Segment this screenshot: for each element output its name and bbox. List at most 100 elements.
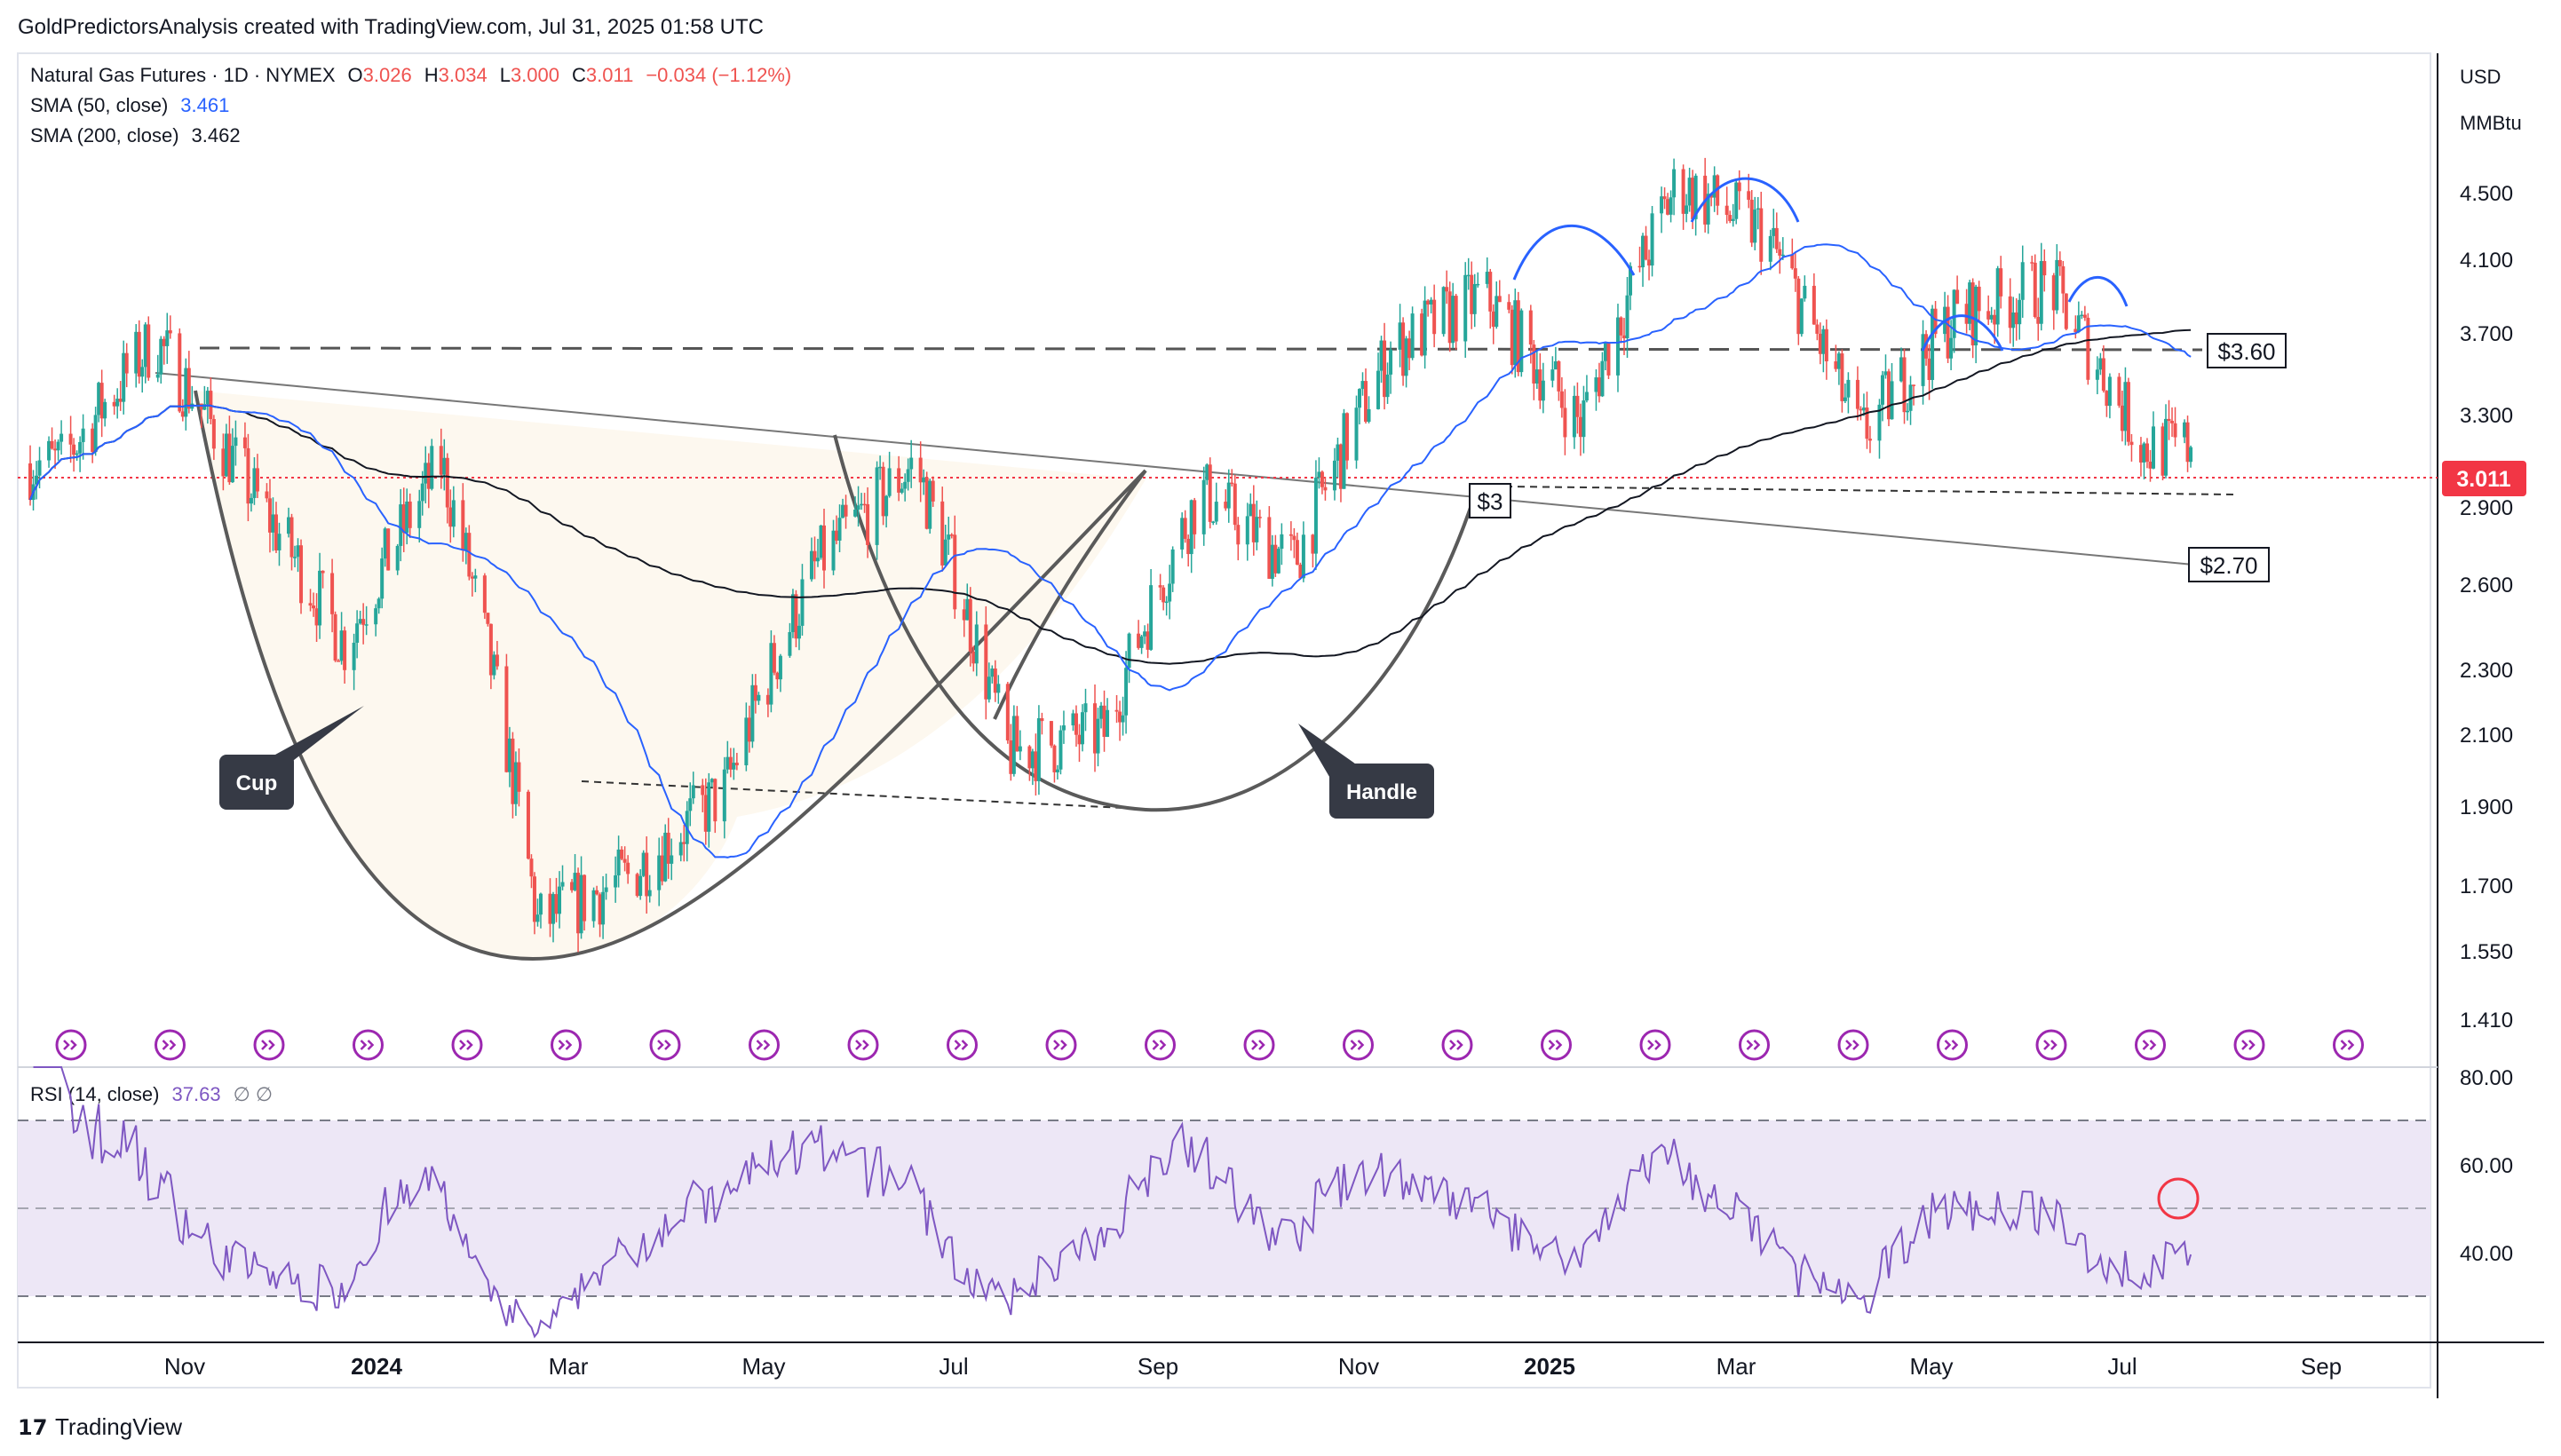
candle-body	[529, 859, 534, 877]
candle-body	[1495, 296, 1499, 328]
candle-body	[461, 500, 465, 551]
candle-body	[1597, 377, 1601, 397]
candle-body	[405, 501, 409, 534]
candle-body	[246, 447, 250, 504]
candle-body	[277, 534, 281, 550]
candle-body	[725, 756, 730, 770]
candle-body	[91, 428, 95, 453]
candle-body	[211, 418, 216, 449]
candle-body	[822, 525, 827, 571]
candle-body	[875, 467, 879, 545]
brand-text: TradingView	[55, 1413, 182, 1440]
candle-body	[2042, 261, 2047, 276]
candle-body	[1338, 444, 1343, 489]
candle-body	[1058, 730, 1063, 770]
candle-body	[614, 875, 618, 888]
candle-body	[1737, 182, 1741, 192]
candle-body	[638, 875, 643, 897]
candle-body	[884, 495, 889, 517]
candle-body	[1230, 482, 1234, 485]
candle-body	[2105, 391, 2109, 407]
event-marker-icon	[1739, 1029, 1770, 1061]
candle-body	[691, 785, 695, 799]
candle-body	[1716, 175, 1720, 206]
candle-body	[504, 666, 509, 772]
candle-body	[1407, 338, 1412, 359]
candle-body	[1034, 751, 1038, 781]
candle-body	[860, 503, 864, 506]
candle-body	[1317, 471, 1321, 478]
event-marker-icon	[2035, 1029, 2067, 1061]
candle-body	[1964, 304, 1969, 324]
candle-body	[1902, 357, 1907, 413]
candle-body	[1208, 464, 1212, 522]
event-marker-icon	[55, 1029, 87, 1061]
neckline-trend	[155, 372, 2194, 566]
candle-body	[1149, 585, 1154, 650]
candle-body	[1488, 272, 1493, 312]
candle-body	[401, 504, 406, 534]
candle-body	[488, 623, 493, 676]
candle-body	[1143, 631, 1147, 637]
price-tick: 1.550	[2460, 940, 2513, 964]
candle-body	[831, 530, 836, 571]
candle-body	[647, 890, 652, 897]
candle-body	[1615, 317, 1620, 376]
candle-body	[1226, 482, 1231, 509]
candle-body	[408, 501, 412, 528]
candle-body	[202, 404, 207, 410]
candle-body	[813, 550, 817, 562]
candle-body	[1336, 444, 1340, 461]
candle-body	[1541, 380, 1545, 401]
candle-body	[757, 694, 761, 701]
sma50-line	[29, 243, 2192, 859]
candle-body	[657, 855, 662, 890]
candle-body	[1931, 308, 1935, 380]
event-marker-icon	[749, 1029, 780, 1061]
candle-body	[28, 463, 33, 501]
candle-body	[728, 756, 733, 770]
candle-body	[1575, 395, 1580, 417]
candle-body	[495, 654, 499, 667]
candle-body	[678, 842, 683, 856]
time-label: Nov	[1338, 1353, 1379, 1380]
candle-body	[1106, 709, 1110, 737]
candle-body	[1647, 259, 1652, 266]
candle-body	[439, 446, 443, 475]
legend: Natural Gas Futures · 1D · NYMEX O3.026 H3…	[30, 64, 791, 1105]
svg-text:SMA (50, close)3.461: SMA (50, close) 3.461	[30, 94, 229, 116]
level-label-360: $3.60	[2207, 333, 2287, 368]
candle-body	[663, 832, 668, 882]
candle-body	[1036, 718, 1041, 781]
candle-body	[797, 625, 801, 639]
candle-body	[473, 575, 478, 579]
time-label: Mar	[549, 1353, 589, 1380]
candle-body	[180, 411, 185, 417]
handle-arc-left	[993, 469, 1147, 720]
candle-body	[579, 874, 583, 934]
event-marker-icon	[1639, 1029, 1671, 1061]
candle-body	[2020, 262, 2025, 300]
candle-body	[1249, 503, 1253, 517]
candle-body	[1995, 268, 2000, 325]
candle-body	[2164, 418, 2169, 476]
candle-body	[47, 440, 52, 461]
candle-body	[722, 769, 726, 822]
candle-body	[1861, 408, 1866, 411]
candle-body	[53, 448, 58, 451]
svg-text:RSI (14, close)37.63∅ ∅: RSI (14, close) 37.63 ∅ ∅	[30, 1083, 273, 1105]
event-arrow-icon	[1449, 1040, 1463, 1050]
candle-body	[713, 779, 718, 822]
candle-body	[1255, 517, 1259, 542]
event-arrow-icon	[756, 1040, 771, 1050]
candle-body	[1040, 718, 1044, 722]
candle-body	[947, 534, 951, 540]
candle-body	[1367, 408, 1371, 423]
tradingview-logo: 𝟭𝟳 TradingView	[18, 1413, 182, 1440]
candle-body	[1127, 633, 1131, 669]
candle-body	[1572, 395, 1576, 438]
candle-body	[1836, 353, 1841, 369]
price-tick: 4.500	[2460, 182, 2513, 206]
candle-body	[1383, 340, 1387, 398]
price-tick: 2.300	[2460, 659, 2513, 683]
